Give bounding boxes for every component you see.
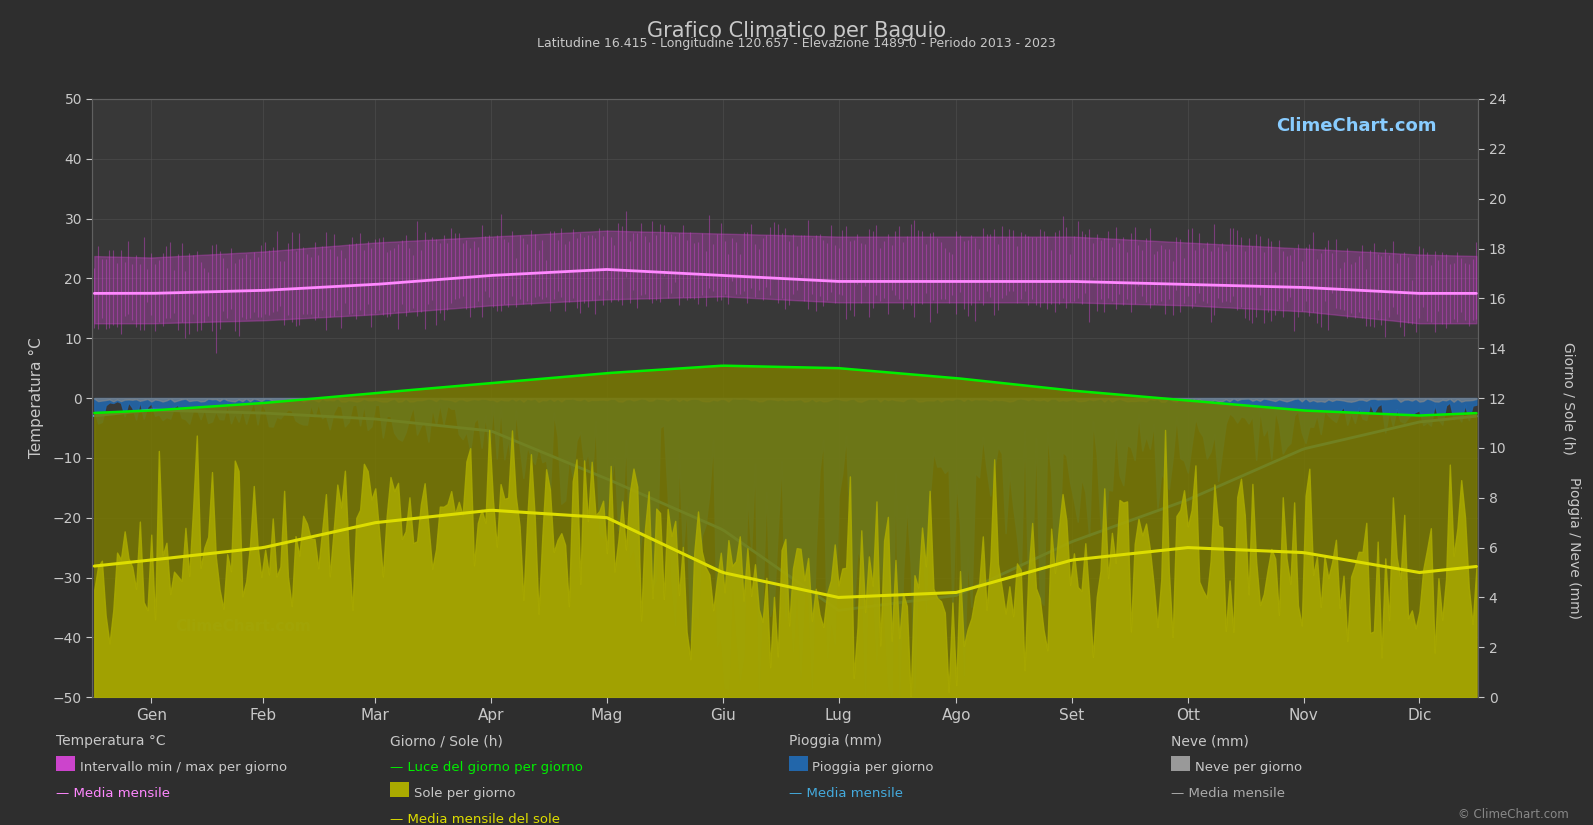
Y-axis label: Temperatura °C: Temperatura °C (29, 337, 45, 459)
Text: ClimeChart.com: ClimeChart.com (1276, 117, 1437, 135)
Text: ClimeChart.com: ClimeChart.com (175, 620, 311, 634)
Text: Giorno / Sole (h): Giorno / Sole (h) (390, 734, 503, 748)
Text: Intervallo min / max per giorno: Intervallo min / max per giorno (80, 761, 287, 774)
Text: Pioggia per giorno: Pioggia per giorno (812, 761, 933, 774)
Text: Sole per giorno: Sole per giorno (414, 787, 516, 800)
Text: Neve (mm): Neve (mm) (1171, 734, 1249, 748)
Text: — Media mensile: — Media mensile (56, 787, 170, 800)
Text: — Media mensile del sole: — Media mensile del sole (390, 813, 561, 825)
Text: — Media mensile: — Media mensile (1171, 787, 1286, 800)
Text: Pioggia (mm): Pioggia (mm) (789, 734, 881, 748)
Y-axis label: Giorno / Sole (h): Giorno / Sole (h) (1561, 342, 1575, 455)
Text: — Media mensile: — Media mensile (789, 787, 903, 800)
Text: Pioggia / Neve (mm): Pioggia / Neve (mm) (1568, 477, 1580, 619)
Text: © ClimeChart.com: © ClimeChart.com (1458, 808, 1569, 821)
Text: Grafico Climatico per Baguio: Grafico Climatico per Baguio (647, 21, 946, 40)
Text: Neve per giorno: Neve per giorno (1195, 761, 1301, 774)
Text: — Luce del giorno per giorno: — Luce del giorno per giorno (390, 761, 583, 774)
Text: Temperatura °C: Temperatura °C (56, 734, 166, 748)
Text: Latitudine 16.415 - Longitudine 120.657 - Elevazione 1489.0 - Periodo 2013 - 202: Latitudine 16.415 - Longitudine 120.657 … (537, 37, 1056, 50)
